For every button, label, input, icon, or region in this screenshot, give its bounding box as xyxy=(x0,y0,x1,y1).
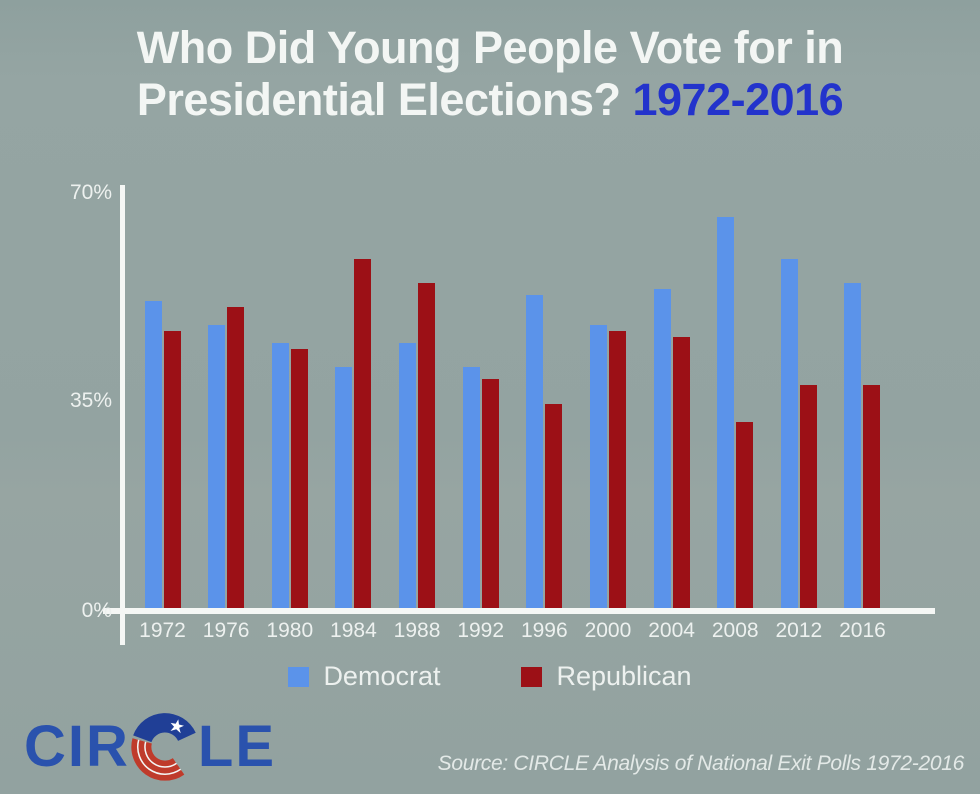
flag-swoosh xyxy=(133,713,196,743)
x-axis-label-2004: 2004 xyxy=(648,619,695,642)
bar-democrat-1972 xyxy=(144,301,162,608)
star-icon xyxy=(170,719,184,734)
bars-container xyxy=(0,187,980,608)
bar-republican-1980 xyxy=(290,349,308,608)
x-axis-line xyxy=(103,608,935,614)
x-axis-label-2012: 2012 xyxy=(775,619,823,642)
bar-group-1980 xyxy=(271,343,308,608)
flag-red-stripe xyxy=(138,740,181,774)
chart-title: Who Did Young People Vote for in Preside… xyxy=(0,22,980,126)
title-line-2-text: Presidential Elections? xyxy=(136,74,621,125)
x-axis-label-1984: 1984 xyxy=(330,619,377,642)
bar-group-2012 xyxy=(780,259,817,608)
chart-legend: Democrat Republican xyxy=(0,661,980,692)
bar-group-1992 xyxy=(462,367,499,608)
bar-republican-1984 xyxy=(354,259,372,608)
bar-group-1996 xyxy=(526,295,563,608)
logo-text-cir: CIR xyxy=(24,714,130,779)
bar-republican-1996 xyxy=(545,404,563,608)
source-text: Source: CIRCLE Analysis of National Exit… xyxy=(437,752,965,775)
legend-item-republican: Republican xyxy=(521,661,692,692)
bar-democrat-1992 xyxy=(462,367,480,608)
bar-group-1976 xyxy=(208,307,245,608)
flag-c-icon xyxy=(131,713,196,781)
x-axis-label-1992: 1992 xyxy=(457,619,505,642)
bar-democrat-2012 xyxy=(780,259,798,608)
x-axis-label-1976: 1976 xyxy=(202,619,250,642)
bar-democrat-2008 xyxy=(717,217,735,608)
bar-group-2008 xyxy=(717,217,754,608)
legend-label-democrat: Democrat xyxy=(323,661,441,691)
republican-swatch-icon xyxy=(521,666,543,687)
bar-democrat-2016 xyxy=(844,283,862,608)
x-axis-label-1996: 1996 xyxy=(520,619,568,642)
flag-white-stripe xyxy=(135,739,182,777)
bar-group-2016 xyxy=(844,283,881,608)
legend-item-democrat: Democrat xyxy=(288,661,440,692)
bar-republican-1972 xyxy=(163,331,181,608)
bar-group-2004 xyxy=(653,289,690,608)
bar-democrat-2000 xyxy=(589,325,607,608)
x-axis-label-1972: 1972 xyxy=(139,619,186,642)
bar-democrat-1996 xyxy=(526,295,544,608)
bar-group-1988 xyxy=(399,283,436,608)
bar-democrat-1988 xyxy=(399,343,417,608)
legend-label-republican: Republican xyxy=(556,661,692,691)
title-line-1: Who Did Young People Vote for in xyxy=(136,22,844,73)
circle-logo: CIR LE xyxy=(24,710,276,784)
bar-democrat-1984 xyxy=(335,367,353,608)
title-line-2: Presidential Elections? 1972-2016 xyxy=(0,74,980,126)
y-tick-35: 35% xyxy=(69,389,112,412)
bar-democrat-2004 xyxy=(653,289,671,608)
bar-republican-2004 xyxy=(672,337,690,608)
bar-group-1984 xyxy=(335,259,372,608)
bar-group-2000 xyxy=(589,325,626,608)
x-axis-label-2016: 2016 xyxy=(839,619,886,642)
bar-republican-2016 xyxy=(863,385,881,608)
y-axis-line xyxy=(120,185,125,645)
x-axis-label-2008: 2008 xyxy=(711,619,759,642)
bar-democrat-1976 xyxy=(208,325,226,608)
democrat-swatch-icon xyxy=(288,666,310,687)
y-tick-70: 70% xyxy=(69,181,112,204)
x-axis-labels: 1972 1976 1980 1984 1988 1992 1996 2000 2004 2008… xyxy=(0,619,980,645)
flag-red-stripe xyxy=(145,742,176,767)
logo-text-le: LE xyxy=(197,714,277,779)
bar-republican-2008 xyxy=(736,422,754,608)
bar-group-1972 xyxy=(144,301,181,608)
bar-republican-1988 xyxy=(418,283,436,608)
bar-republican-2012 xyxy=(799,385,817,608)
title-years: 1972-2016 xyxy=(632,74,844,125)
bar-republican-2000 xyxy=(608,331,626,608)
flag-white-stripe xyxy=(142,741,178,770)
bar-republican-1976 xyxy=(227,307,245,608)
bar-democrat-1980 xyxy=(271,343,289,608)
y-tick-0: 0% xyxy=(81,599,112,622)
x-axis-label-1988: 1988 xyxy=(393,619,441,642)
x-axis-label-2000: 2000 xyxy=(584,619,632,642)
flag-red-stripe xyxy=(131,738,185,781)
bar-republican-1992 xyxy=(481,379,499,608)
x-axis-label-1980: 1980 xyxy=(266,619,314,642)
